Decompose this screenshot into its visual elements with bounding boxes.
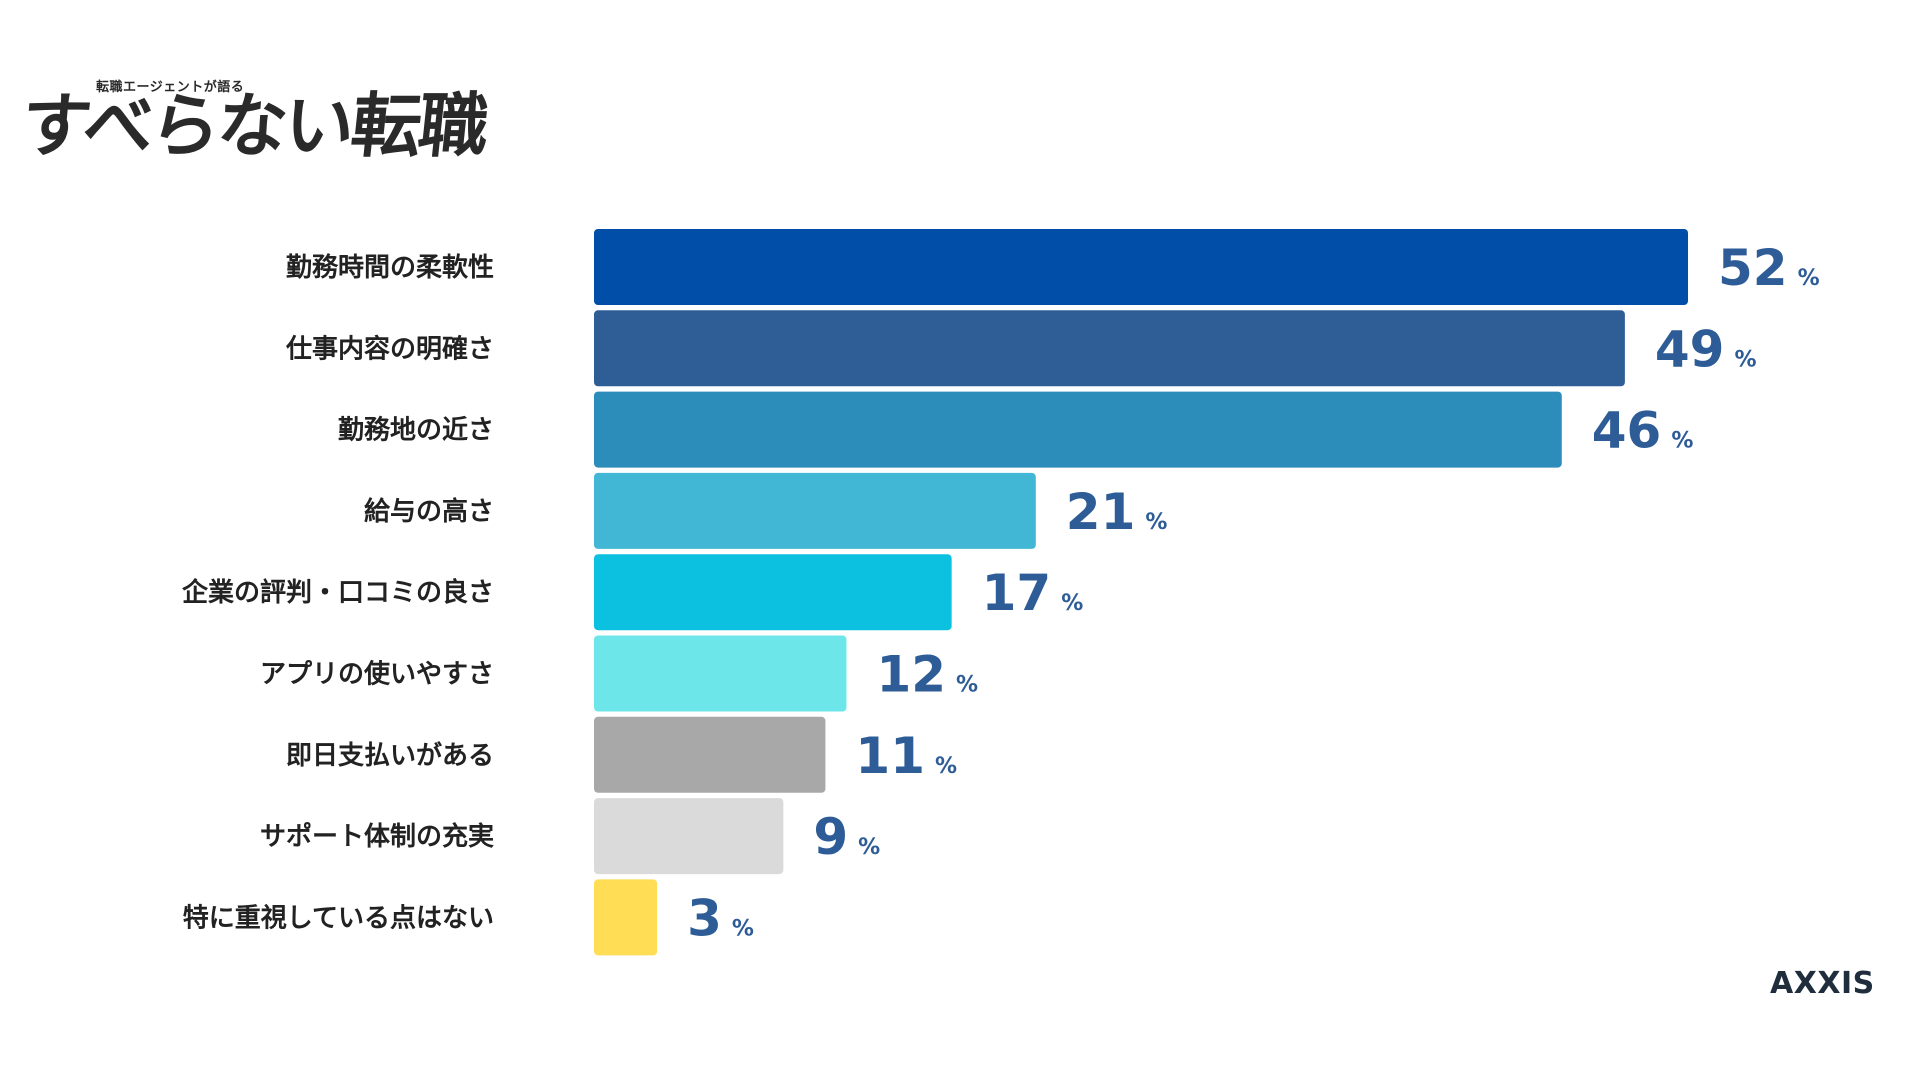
value-label: 11% <box>855 727 957 785</box>
value-number: 12 <box>876 646 946 704</box>
value-label: 21% <box>1066 483 1168 541</box>
category-label: 即日支払いがある <box>286 740 494 771</box>
value-label: 9% <box>813 808 880 866</box>
value-unit: % <box>1061 591 1083 616</box>
category-label: 勤務地の近さ <box>338 416 494 446</box>
value-number: 46 <box>1592 402 1662 460</box>
category-label: アプリの使いやすさ <box>260 660 494 690</box>
value-unit: % <box>1734 347 1756 372</box>
value-number: 49 <box>1655 320 1725 378</box>
value-unit: % <box>1798 266 1820 291</box>
category-label: サポート体制の充実 <box>260 821 494 852</box>
bar-5 <box>594 554 952 631</box>
category-label: 勤務時間の柔軟性 <box>286 252 494 283</box>
value-number: 17 <box>982 564 1052 622</box>
value-label: 3% <box>687 889 754 947</box>
category-label: 仕事内容の明確さ <box>285 333 494 364</box>
value-number: 21 <box>1066 483 1136 541</box>
value-unit: % <box>1671 429 1693 454</box>
logo: 転職エージェントが語る すべらない転職 <box>17 58 490 167</box>
value-unit: % <box>956 673 978 698</box>
value-unit: % <box>1145 510 1167 535</box>
value-label: 52% <box>1718 239 1820 297</box>
value-label: 46% <box>1592 402 1694 460</box>
bar-3 <box>594 391 1562 468</box>
value-unit: % <box>732 916 754 941</box>
bar-6 <box>594 635 847 712</box>
value-number: 9 <box>813 808 848 866</box>
value-label: 12% <box>876 646 978 704</box>
bar-2 <box>594 310 1625 387</box>
value-number: 52 <box>1718 239 1788 297</box>
category-label: 企業の評判・口コミの良さ <box>182 577 494 608</box>
category-label: 特に重視している点はない <box>183 902 494 933</box>
brand-logo: AXXIS <box>1770 966 1875 1001</box>
value-number: 11 <box>855 727 925 785</box>
value-label: 17% <box>982 564 1084 622</box>
value-unit: % <box>935 754 957 779</box>
category-label: 給与の高さ <box>364 496 494 527</box>
bar-9 <box>594 879 658 956</box>
bar-7 <box>594 716 826 793</box>
value-label: 49% <box>1655 320 1757 378</box>
value-number: 3 <box>687 889 722 947</box>
logo-subtitle: 転職エージェントが語る <box>96 80 245 95</box>
bar-1 <box>594 229 1688 305</box>
value-unit: % <box>858 835 880 860</box>
bar-8 <box>594 798 784 875</box>
bar-4 <box>594 472 1036 549</box>
